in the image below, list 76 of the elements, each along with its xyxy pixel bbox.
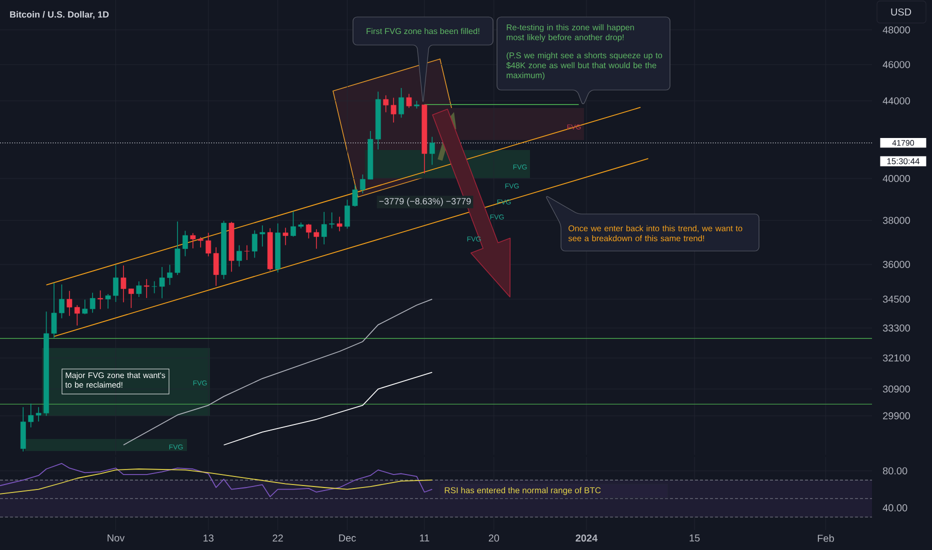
text: 15:30:44 — [887, 158, 920, 164]
candlestick — [198, 236, 204, 248]
candlestick — [336, 216, 342, 232]
x-tick-label: Dec — [339, 534, 356, 542]
line-series — [123, 298, 433, 446]
candlestick — [144, 278, 150, 298]
candlestick — [51, 282, 57, 338]
candlestick — [306, 223, 312, 239]
candlestick — [190, 232, 196, 249]
ref-line-label: 41790 — [892, 140, 914, 146]
text: USD — [891, 8, 912, 16]
candlestick — [360, 174, 366, 194]
candlestick — [120, 265, 126, 303]
line-series — [223, 372, 433, 446]
x-tick-label: Feb — [818, 534, 834, 542]
candlestick — [290, 210, 296, 238]
y-tick-label: 33300 — [882, 324, 910, 332]
candlestick — [406, 93, 412, 108]
x-tick-label: Nov — [108, 534, 125, 542]
annotation: −3779 (−8.63%) −3779 — [379, 198, 471, 206]
candlestick — [136, 280, 142, 298]
y-tick-label: 30900 — [882, 385, 910, 393]
candlestick — [213, 246, 219, 286]
candlestick — [398, 88, 404, 118]
candlestick — [98, 290, 104, 310]
y-tick-label: 32100 — [882, 354, 910, 362]
y-tick-label: 44000 — [882, 97, 910, 104]
x-tick-label: 13 — [204, 534, 214, 542]
candlestick — [383, 94, 389, 113]
candlestick — [236, 244, 242, 267]
candlestick — [244, 244, 250, 260]
candlestick — [159, 266, 165, 299]
candlestick — [167, 264, 172, 286]
text: Bitcoin / U.S. Dollar, 1D — [10, 11, 109, 19]
annotation: First FVG zone has been filled! — [366, 28, 480, 34]
candlestick — [352, 184, 358, 208]
candlestick — [152, 280, 158, 294]
y-tick-label: 80.00 — [882, 467, 908, 474]
x-tick-label: 15 — [690, 534, 700, 542]
candlestick — [206, 232, 212, 257]
x-tick-label: 11 — [420, 534, 430, 542]
candlestick — [36, 406, 42, 422]
y-tick-label: 40000 — [882, 174, 910, 182]
annotation: Major FVG zone that want's to be reclaimed! — [65, 372, 166, 388]
x-tick-label: 2024 — [576, 534, 598, 542]
candlestick — [74, 304, 80, 326]
candlestick — [314, 228, 320, 250]
x-tick-label: 20 — [488, 534, 500, 542]
candlestick — [174, 221, 180, 276]
y-tick-label: 36000 — [882, 260, 910, 268]
y-tick-label: 38000 — [882, 216, 910, 224]
candlestick — [282, 227, 288, 246]
candlestick — [105, 294, 111, 310]
y-tick-label: 34500 — [882, 296, 910, 303]
y-tick-label: 46000 — [882, 61, 910, 68]
y-tick-label: 40.00 — [882, 504, 908, 512]
candlestick — [260, 224, 266, 247]
candlestick — [344, 199, 350, 230]
candlestick — [321, 212, 327, 245]
annotation: RSI has entered the normal range of BTC — [444, 487, 601, 495]
candlestick — [329, 212, 335, 229]
candlestick — [252, 230, 258, 258]
y-tick-label: 29900 — [883, 412, 910, 420]
annotation: Once we enter back into this trend, we want to see a breakdown of this same trend! — [568, 225, 742, 242]
candlestick — [429, 136, 435, 166]
candlestick — [66, 290, 72, 316]
candlestick — [390, 97, 396, 123]
candlestick — [113, 264, 118, 302]
candlestick — [28, 403, 34, 428]
annotation: Re-testing in this zone will happen most likely before another drop! — [506, 24, 634, 42]
annotation: (P.S we might see a shorts squeeze up to $48K zone as well but that would be the maximum) — [506, 52, 662, 80]
candlestick — [182, 230, 188, 257]
y-tick-label: 48000 — [882, 26, 910, 34]
x-tick-label: 22 — [272, 534, 283, 542]
candlestick — [128, 288, 134, 308]
candlestick — [59, 284, 64, 319]
